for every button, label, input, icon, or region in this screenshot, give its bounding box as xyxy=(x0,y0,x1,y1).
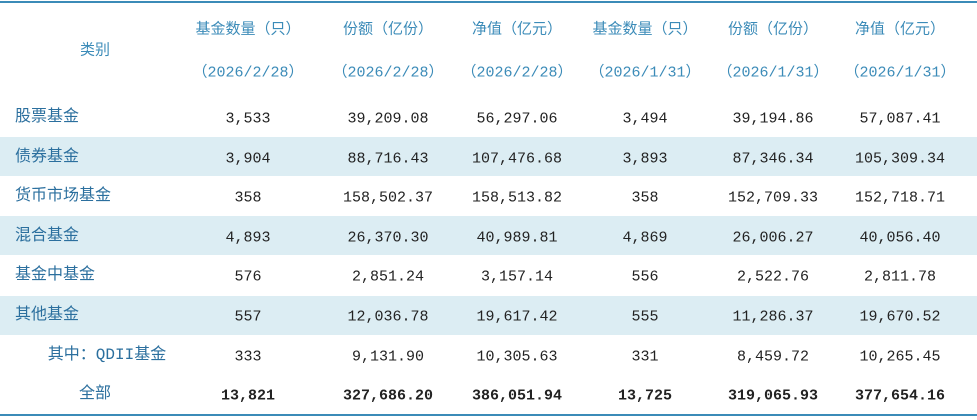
row-band xyxy=(0,295,977,335)
cell-value: 333 xyxy=(234,348,262,366)
cell-value: 556 xyxy=(631,268,659,286)
column-header: 基金数量（只） xyxy=(592,21,698,39)
row-name: 混合基金 xyxy=(15,226,80,245)
cell-value: 12,036.78 xyxy=(347,308,429,326)
column-date: （2026/1/31） xyxy=(844,64,956,82)
cell-value: 152,709.33 xyxy=(727,189,819,207)
cell-value: 3,893 xyxy=(622,150,668,168)
column-date: （2026/2/28） xyxy=(192,64,304,82)
cell-value: 3,533 xyxy=(225,110,271,128)
column-header: 基金数量（只） xyxy=(195,21,301,39)
column-header: 份额（亿份） xyxy=(727,21,819,39)
cell-value: 40,056.40 xyxy=(859,229,941,247)
row-name: 货币市场基金 xyxy=(15,187,112,206)
cell-value: 555 xyxy=(631,308,659,326)
cell-value: 158,513.82 xyxy=(471,189,563,207)
cell-value: 19,617.42 xyxy=(476,308,558,326)
cell-value: 2,522.76 xyxy=(736,268,810,286)
cell-value: 19,670.52 xyxy=(859,308,941,326)
cell-value: 158,502.37 xyxy=(342,189,434,207)
cell-value: 11,286.37 xyxy=(732,308,814,326)
cell-value: 13,821 xyxy=(220,387,276,405)
cell-value: 4,893 xyxy=(225,229,271,247)
row-band xyxy=(0,137,977,177)
cell-value: 13,725 xyxy=(617,387,673,405)
row-name: 其中：QDII基金 xyxy=(47,345,167,364)
column-header: 净值（亿元） xyxy=(471,21,563,39)
column-header: 净值（亿元） xyxy=(854,21,946,39)
cell-value: 40,989.81 xyxy=(476,229,558,247)
cell-value: 386,051.94 xyxy=(471,387,563,405)
row-name: 其他基金 xyxy=(15,306,80,324)
cell-value: 358 xyxy=(631,189,659,207)
cell-value: 576 xyxy=(234,268,262,286)
cell-value: 4,869 xyxy=(622,229,668,247)
cell-value: 331 xyxy=(631,348,659,366)
column-header: 份额（亿份） xyxy=(342,21,434,39)
cell-value: 3,904 xyxy=(225,150,271,168)
row-band xyxy=(0,216,977,256)
top-rule xyxy=(0,1,977,3)
cell-value: 57,087.41 xyxy=(859,110,941,128)
column-date: （2026/2/28） xyxy=(461,64,573,82)
cell-value: 327,686.20 xyxy=(342,387,434,405)
cell-value: 377,654.16 xyxy=(854,387,946,405)
cell-value: 8,459.72 xyxy=(736,348,810,366)
row-name: 全部 xyxy=(78,385,112,404)
row-name: 债券基金 xyxy=(15,147,80,166)
cell-value: 105,309.34 xyxy=(854,150,946,168)
cell-value: 87,346.34 xyxy=(732,150,814,168)
cell-value: 10,265.45 xyxy=(859,348,941,366)
column-date: （2026/1/31） xyxy=(589,64,701,82)
cell-value: 3,157.14 xyxy=(480,268,554,286)
column-date: （2026/1/31） xyxy=(717,64,829,82)
cell-value: 358 xyxy=(234,189,262,207)
cell-value: 2,811.78 xyxy=(863,268,937,286)
column-date: （2026/2/28） xyxy=(332,64,444,82)
cell-value: 10,305.63 xyxy=(476,348,558,366)
row-name: 股票基金 xyxy=(15,108,80,126)
cell-value: 319,065.93 xyxy=(727,387,819,405)
cell-value: 3,494 xyxy=(622,110,668,128)
cell-value: 2,851.24 xyxy=(351,268,425,286)
bottom-rule xyxy=(0,414,977,416)
row-name: 基金中基金 xyxy=(15,266,96,285)
cell-value: 107,476.68 xyxy=(471,150,563,168)
cell-value: 56,297.06 xyxy=(476,110,558,128)
category-header: 类别 xyxy=(79,42,111,60)
cell-value: 88,716.43 xyxy=(347,150,429,168)
cell-value: 39,209.08 xyxy=(347,110,429,128)
cell-value: 9,131.90 xyxy=(351,348,425,366)
cell-value: 26,006.27 xyxy=(732,229,814,247)
cell-value: 152,718.71 xyxy=(854,189,946,207)
cell-value: 26,370.30 xyxy=(347,229,429,247)
cell-value: 557 xyxy=(234,308,262,326)
cell-value: 39,194.86 xyxy=(732,110,814,128)
